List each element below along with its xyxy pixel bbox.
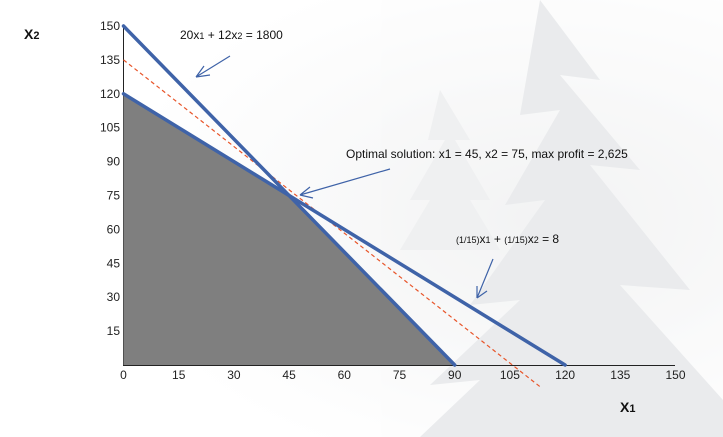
optimal-arrow xyxy=(299,168,391,199)
y-tick-label: 90 xyxy=(107,155,121,169)
y-tick-label: 150 xyxy=(100,19,120,33)
x-tick-label: 60 xyxy=(338,368,352,382)
constraint-1-arrow xyxy=(195,55,231,78)
constraint-2-label: (1/15)x1 + (1/15)x2 = 8 xyxy=(456,232,559,246)
y-tick-label: 30 xyxy=(107,290,121,304)
y-tick-label: 60 xyxy=(107,222,121,236)
annotation-arrows xyxy=(195,55,494,299)
y-tick-label: 75 xyxy=(107,189,121,203)
x-tick-label: 75 xyxy=(393,368,407,382)
objective-line xyxy=(123,59,542,389)
y-tick-label: 45 xyxy=(107,256,121,270)
y-tick-label: 120 xyxy=(100,87,120,101)
optimal-solution-label: Optimal solution: x1 = 45, x2 = 75, max … xyxy=(346,147,628,161)
x-tick-label: 0 xyxy=(120,368,127,382)
x-axis-title: X1 xyxy=(620,399,635,415)
x-tick-label: 150 xyxy=(665,368,685,382)
x-tick-label: 120 xyxy=(555,368,575,382)
x-tick-label: 45 xyxy=(282,368,296,382)
constraint-line-2 xyxy=(121,92,567,367)
constraint-2-arrow xyxy=(476,258,494,299)
y-tick-label: 15 xyxy=(107,324,121,338)
x-tick-label: 15 xyxy=(172,368,186,382)
y-tick-label: 105 xyxy=(100,121,120,135)
feasible-region xyxy=(123,93,455,366)
constraint-1-label: 20x1 + 12x2 = 1800 xyxy=(180,28,283,42)
x-tick-label: 90 xyxy=(448,368,462,382)
x-tick-label: 105 xyxy=(500,368,520,382)
x-tick-label: 30 xyxy=(227,368,241,382)
y-tick-label: 135 xyxy=(100,53,120,67)
x-tick-label: 135 xyxy=(610,368,630,382)
y-axis-title: X2 xyxy=(24,26,39,42)
